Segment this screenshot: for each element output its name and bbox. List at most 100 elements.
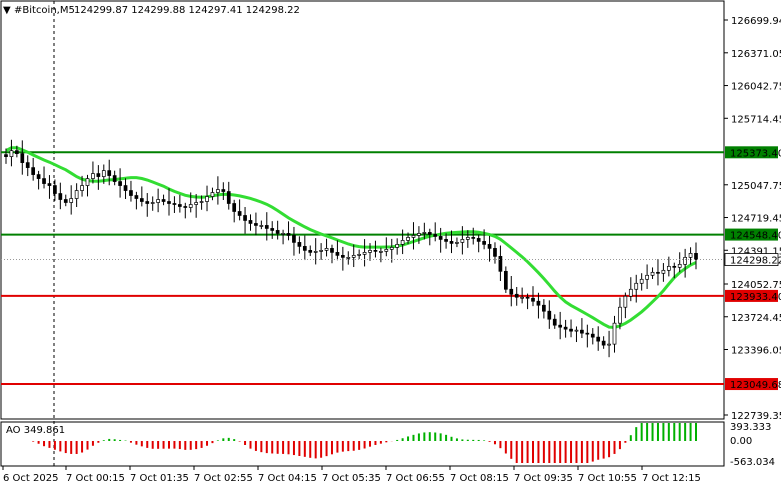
candle-body [368,250,372,253]
level-label: 123049.68 [730,380,781,391]
price-tick-label: 124391.15 [731,246,781,257]
candle-body [547,310,552,320]
candle-body [226,191,231,204]
time-tick-label: 6 Oct 2025 [3,473,58,484]
candle-body [188,204,193,208]
ao-tick-zero: 0.00 [730,436,752,447]
ohlc-readout: 124299.87 124299.88 124297.41 124298.22 [74,5,300,16]
time-tick-label: 7 Oct 12:15 [642,473,701,484]
candle-body [525,296,530,299]
level-label-bg [725,146,778,159]
level-label-bg [725,289,778,302]
candle-body [411,235,416,238]
candle-body [503,270,508,290]
candle-body [618,306,622,324]
candle-body [107,170,112,176]
candle-body [536,300,541,306]
candle-body [590,333,595,338]
candle-body [460,239,465,243]
candle-body [167,201,171,204]
candle-body [216,189,220,193]
candle-body [341,255,345,258]
candle-body [275,230,280,234]
candle-body [656,271,660,274]
price-tick-label: 126699.94 [731,16,781,27]
moving-average-line [5,146,697,329]
candle-body [286,233,291,236]
candle-body [574,329,579,332]
candle-body [134,195,139,199]
candle-body [346,257,351,259]
candle-body [36,174,41,179]
candle-body [688,253,693,258]
candle-body [444,239,448,242]
candle-body [264,225,269,229]
candle-body [74,190,79,199]
candle-body [379,251,383,253]
candle-body [292,235,296,243]
level-label: 123933.40 [730,292,781,303]
candle-body [531,297,535,302]
candle-body [628,288,633,297]
candle-body [498,256,503,272]
candle-body [91,173,95,179]
candle-body [254,223,258,226]
price-tick-label: 123724.45 [731,313,781,324]
candle-body [357,254,361,256]
candle-body [259,225,264,227]
ao-tick-min: -563.034 [730,457,775,468]
candle-body [612,322,617,345]
candle-body [552,318,557,326]
current-price-label: 124298.22 [730,256,781,267]
candle-body [101,170,106,177]
price-tick-label: 125714.45 [731,114,781,125]
candle-body [221,189,226,192]
main-plot-frame [0,0,725,420]
time-tick-label: 7 Oct 00:15 [66,473,125,484]
candle-body [514,293,519,298]
candle-body [351,255,356,258]
candle-body [335,252,340,256]
candle-body [683,257,687,265]
candle-body [471,237,476,239]
candle-body [400,240,405,245]
candle-body [25,162,30,168]
candle-body [161,199,166,202]
candle-body [123,185,128,191]
candle-body [80,185,84,191]
candle-body [493,248,497,257]
candle-body [302,246,307,251]
candle-body [183,206,188,208]
candle-body [558,324,563,328]
candle-body [69,198,74,203]
candle-body [53,185,57,194]
candle-body [389,247,394,250]
price-tick-label: 123396.05 [731,346,781,357]
candle-body [563,326,568,330]
collapse-arrow-icon[interactable]: ▼ [3,5,11,16]
candle-body [607,343,611,346]
candle-body [694,253,698,260]
candle-body [9,150,14,157]
candle-body [601,340,606,346]
candle-body [112,175,117,182]
level-label: 124548.40 [730,231,781,242]
current-price-tag: 124298.22 [724,253,781,267]
candle-body [324,248,329,251]
time-tick-label: 7 Oct 09:35 [514,473,573,484]
candle-body [585,332,590,335]
candle-body [476,238,481,242]
price-tick-label: 124719.45 [731,214,781,225]
time-tick-label: 7 Oct 08:15 [450,473,509,484]
time-tick-label: 7 Oct 01:35 [130,473,189,484]
candle-body [395,244,400,248]
candle-body [150,202,155,204]
candle-body [194,202,199,205]
candle-body [661,269,666,274]
ao-histogram [32,423,697,463]
candle-body [465,237,470,240]
time-tick-label: 7 Oct 05:35 [322,473,381,484]
candle-body [31,167,36,175]
candle-body [20,153,25,163]
